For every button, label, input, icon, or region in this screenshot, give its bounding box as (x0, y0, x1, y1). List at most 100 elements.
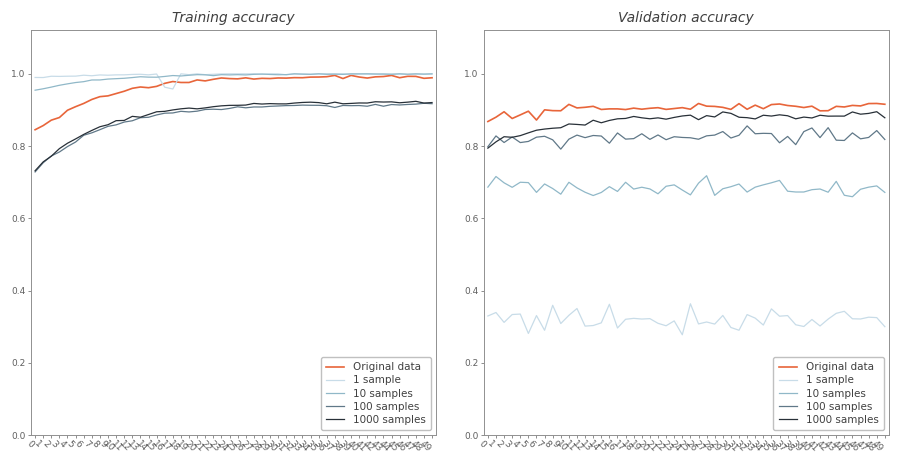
10 samples (38, 86, 49, 92)
Original data (547, 108, 558, 113)
1 sample (151, 71, 162, 77)
10 samples (216, 72, 227, 78)
Original data (831, 104, 842, 109)
100 samples (329, 105, 340, 110)
Original data (806, 103, 817, 109)
10 samples (588, 193, 598, 198)
10 samples (394, 71, 405, 77)
100 samples (491, 133, 501, 139)
100 samples (790, 142, 801, 147)
1 sample (265, 71, 275, 77)
Original data (410, 73, 421, 79)
Original data (652, 105, 663, 111)
1 sample (806, 317, 817, 322)
100 samples (305, 102, 316, 108)
1000 samples (855, 112, 866, 117)
100 samples (297, 102, 308, 108)
Line: Original data: Original data (488, 104, 885, 121)
1000 samples (240, 102, 251, 108)
Line: 1 sample: 1 sample (488, 304, 885, 335)
1 sample (677, 332, 688, 338)
Original data (167, 79, 178, 84)
Original data (159, 80, 170, 86)
100 samples (232, 104, 243, 110)
1 sample (596, 320, 607, 325)
100 samples (725, 135, 736, 141)
10 samples (192, 72, 202, 78)
100 samples (135, 115, 146, 120)
Original data (515, 112, 526, 118)
10 samples (427, 71, 437, 77)
Original data (305, 74, 316, 80)
1000 samples (70, 136, 81, 142)
1 sample (604, 301, 615, 307)
Original data (273, 75, 284, 81)
1 sample (135, 72, 146, 77)
1 sample (831, 311, 842, 316)
Original data (378, 74, 389, 80)
1000 samples (216, 103, 227, 109)
100 samples (879, 137, 890, 142)
Original data (418, 75, 429, 81)
100 samples (604, 140, 615, 146)
100 samples (78, 133, 89, 138)
10 samples (491, 174, 501, 179)
100 samples (871, 128, 882, 133)
1 sample (38, 75, 49, 80)
1 sample (362, 71, 373, 77)
1000 samples (338, 101, 348, 106)
100 samples (86, 130, 97, 136)
10 samples (879, 190, 890, 195)
1 sample (531, 313, 542, 319)
1 sample (814, 323, 825, 329)
Original data (798, 105, 809, 110)
1000 samples (725, 111, 736, 116)
100 samples (482, 144, 493, 150)
100 samples (734, 133, 744, 138)
1000 samples (580, 122, 590, 128)
10 samples (127, 75, 138, 80)
100 samples (742, 123, 752, 129)
10 samples (507, 185, 517, 190)
Line: 1 sample: 1 sample (35, 74, 432, 89)
100 samples (354, 103, 364, 108)
1000 samples (313, 100, 324, 106)
1000 samples (200, 105, 211, 111)
10 samples (386, 72, 397, 77)
10 samples (410, 71, 421, 77)
Original data (321, 74, 332, 80)
Original data (847, 103, 858, 108)
1 sample (580, 323, 590, 329)
100 samples (200, 106, 211, 112)
10 samples (418, 71, 429, 77)
Original data (135, 84, 146, 90)
100 samples (289, 103, 300, 108)
10 samples (644, 186, 655, 192)
1000 samples (208, 104, 219, 109)
1000 samples (774, 112, 785, 118)
1000 samples (766, 113, 777, 119)
100 samples (669, 134, 680, 140)
10 samples (184, 73, 194, 78)
10 samples (46, 84, 57, 90)
10 samples (539, 181, 550, 187)
Original data (354, 74, 364, 80)
100 samples (70, 139, 81, 145)
100 samples (256, 104, 267, 110)
1000 samples (54, 146, 65, 152)
1 sample (418, 72, 429, 77)
1 sample (192, 71, 202, 77)
Original data (62, 107, 73, 113)
10 samples (847, 194, 858, 199)
1000 samples (46, 153, 57, 159)
1000 samples (499, 134, 509, 140)
100 samples (531, 134, 542, 140)
10 samples (103, 76, 113, 82)
100 samples (119, 119, 130, 125)
10 samples (499, 180, 509, 186)
Original data (232, 76, 243, 82)
Original data (709, 104, 720, 109)
1000 samples (734, 114, 744, 120)
1 sample (839, 308, 850, 314)
Original data (200, 78, 211, 84)
